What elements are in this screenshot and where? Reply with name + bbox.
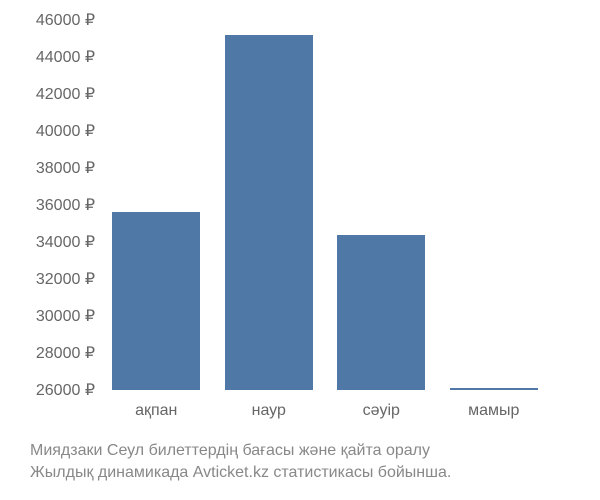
plot-area: 26000 ₽28000 ₽30000 ₽32000 ₽34000 ₽36000… (100, 20, 550, 390)
y-tick: 38000 ₽ (10, 158, 95, 178)
y-tick: 46000 ₽ (10, 10, 95, 30)
x-label: ақпан (100, 402, 213, 420)
bar (112, 212, 200, 390)
caption-line-1: Миядзаки Сеул билеттердің бағасы және қа… (30, 440, 570, 462)
bar (225, 35, 313, 390)
y-tick: 30000 ₽ (10, 306, 95, 326)
y-tick: 26000 ₽ (10, 380, 95, 400)
y-tick: 44000 ₽ (10, 47, 95, 67)
bar-slot (213, 20, 326, 390)
x-label: сәуір (325, 402, 438, 420)
x-axis-labels: ақпаннаурсәуірмамыр (100, 402, 550, 420)
y-tick: 40000 ₽ (10, 121, 95, 141)
y-tick: 28000 ₽ (10, 343, 95, 363)
chart-caption: Миядзаки Сеул билеттердің бағасы және қа… (30, 440, 570, 485)
bar-slot (438, 20, 551, 390)
bar (450, 388, 538, 390)
bar-slot (100, 20, 213, 390)
caption-line-2: Жылдық динамикада Avticket.kz статистика… (30, 462, 570, 484)
x-label: наур (213, 402, 326, 420)
y-tick: 34000 ₽ (10, 232, 95, 252)
price-chart: 26000 ₽ 28000 ₽ 30000 ₽ 32000 ₽ 34000 ₽ 36000… (0, 0, 600, 500)
y-tick: 32000 ₽ (10, 269, 95, 289)
x-label: мамыр (438, 402, 551, 420)
y-tick: 36000 ₽ (10, 195, 95, 215)
y-tick: 42000 ₽ (10, 84, 95, 104)
bar (337, 235, 425, 390)
bars-container (100, 20, 550, 390)
bar-slot (325, 20, 438, 390)
